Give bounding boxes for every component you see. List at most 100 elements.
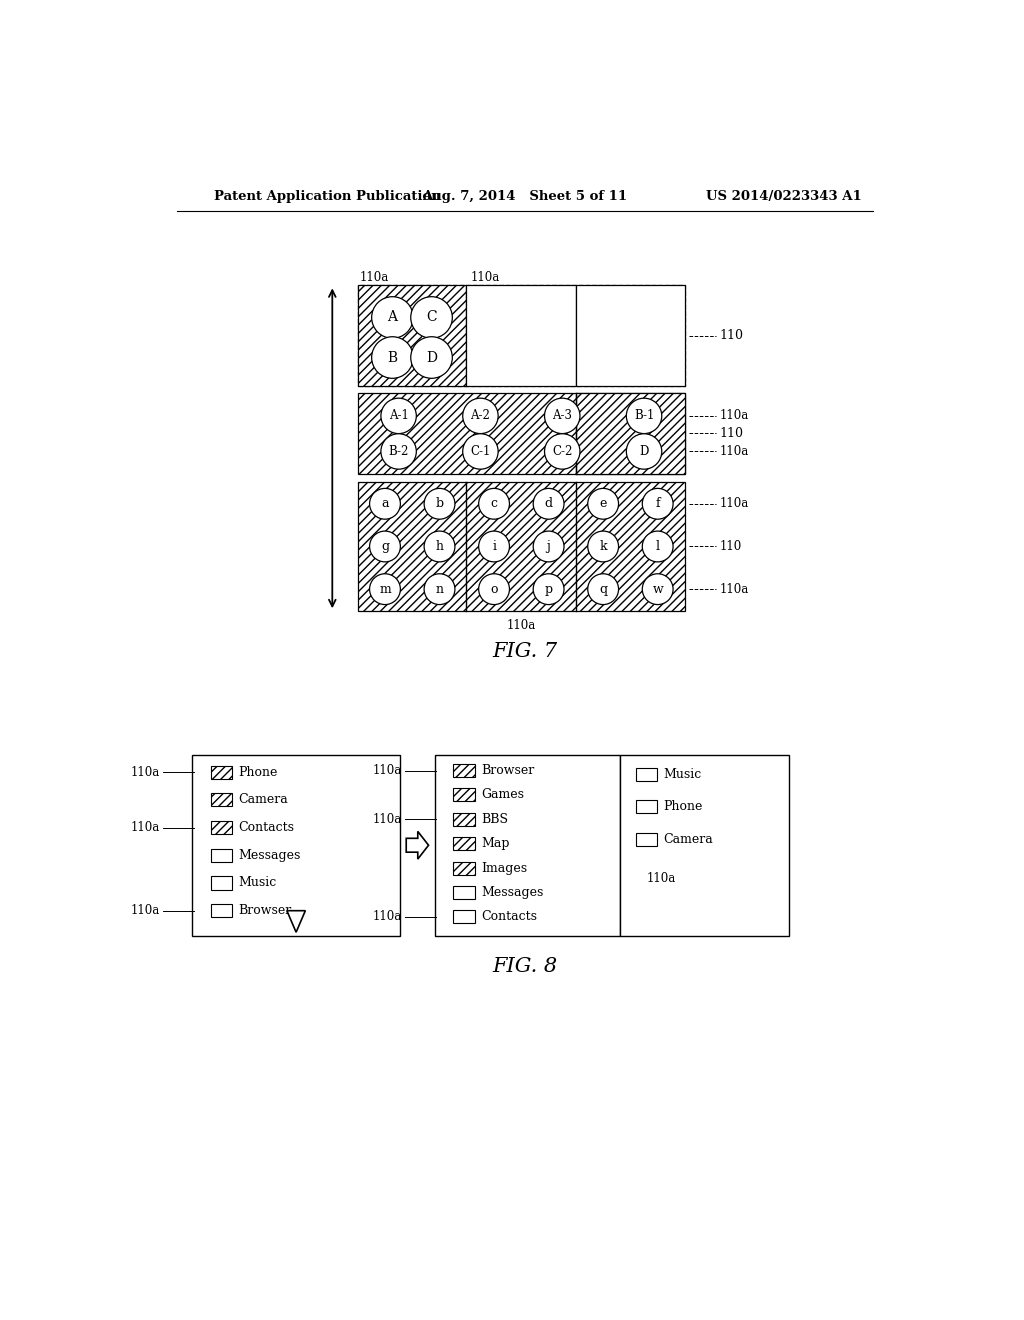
Text: FIG. 7: FIG. 7 [493, 642, 557, 661]
Circle shape [478, 574, 510, 605]
Bar [454, 886, 475, 899]
Text: g: g [381, 540, 389, 553]
Circle shape [642, 574, 673, 605]
Bar [575, 285, 685, 385]
Text: Phone: Phone [239, 766, 278, 779]
Text: Map: Map [481, 837, 509, 850]
Text: Camera: Camera [664, 833, 713, 846]
Text: Patent Application Publication: Patent Application Publication [214, 190, 440, 203]
Circle shape [370, 531, 400, 562]
Text: Images: Images [481, 862, 527, 875]
Circle shape [463, 434, 498, 469]
Text: Browser: Browser [239, 904, 292, 917]
Text: Messages: Messages [481, 886, 544, 899]
Text: p: p [545, 582, 553, 595]
Circle shape [588, 488, 618, 519]
Bar [454, 764, 475, 777]
Circle shape [424, 574, 455, 605]
Text: 110a: 110a [131, 766, 160, 779]
Text: Contacts: Contacts [481, 911, 537, 924]
Text: 110a: 110a [506, 619, 536, 631]
Text: Browser: Browser [481, 764, 535, 777]
Text: A-3: A-3 [552, 409, 572, 422]
Text: Camera: Camera [239, 793, 288, 807]
Circle shape [411, 337, 453, 379]
Bar [454, 862, 475, 875]
Text: c: c [490, 498, 498, 511]
Text: Phone: Phone [664, 800, 702, 813]
Text: D: D [426, 351, 437, 364]
Text: b: b [435, 498, 443, 511]
Text: 110a: 110a [359, 271, 388, 284]
Text: C-1: C-1 [470, 445, 490, 458]
Circle shape [534, 488, 564, 519]
Circle shape [370, 488, 400, 519]
Bar [193, 755, 400, 936]
Circle shape [642, 531, 673, 562]
Text: l: l [655, 540, 659, 553]
Text: 110a: 110a [720, 445, 749, 458]
Circle shape [627, 399, 662, 433]
Circle shape [424, 488, 455, 519]
Text: a: a [381, 498, 389, 511]
Bar [466, 285, 575, 385]
Circle shape [478, 488, 510, 519]
Bar [357, 285, 466, 385]
Bar [454, 911, 475, 924]
Bar [575, 393, 685, 474]
Circle shape [478, 531, 510, 562]
Bar [454, 788, 475, 801]
Bar [211, 793, 232, 807]
Circle shape [411, 297, 453, 338]
Circle shape [372, 337, 414, 379]
Circle shape [545, 434, 580, 469]
Circle shape [370, 574, 400, 605]
Text: 110: 110 [720, 426, 743, 440]
Bar [636, 768, 657, 781]
Text: 110: 110 [720, 329, 743, 342]
Bar [357, 482, 685, 611]
Circle shape [424, 531, 455, 562]
Text: A-2: A-2 [470, 409, 490, 422]
Text: h: h [435, 540, 443, 553]
Circle shape [588, 574, 618, 605]
Text: C-2: C-2 [552, 445, 572, 458]
Text: B: B [387, 351, 397, 364]
Text: 110a: 110a [646, 871, 676, 884]
Text: FIG. 8: FIG. 8 [493, 957, 557, 977]
Text: 110a: 110a [131, 821, 160, 834]
Bar [357, 285, 685, 385]
Circle shape [381, 399, 417, 433]
Text: A-1: A-1 [389, 409, 409, 422]
Bar [211, 904, 232, 917]
Text: Music: Music [239, 876, 276, 890]
Circle shape [534, 531, 564, 562]
Text: US 2014/0223343 A1: US 2014/0223343 A1 [707, 190, 862, 203]
Text: 110a: 110a [373, 764, 402, 777]
Circle shape [642, 488, 673, 519]
Bar [211, 766, 232, 779]
Text: i: i [493, 540, 496, 553]
Bar [454, 837, 475, 850]
Text: 110a: 110a [373, 813, 402, 826]
Text: k: k [599, 540, 607, 553]
Circle shape [627, 434, 662, 469]
Text: B-1: B-1 [634, 409, 654, 422]
Text: n: n [435, 582, 443, 595]
Circle shape [534, 574, 564, 605]
Text: 110: 110 [720, 540, 741, 553]
Text: A: A [387, 310, 397, 325]
Text: j: j [547, 540, 551, 553]
Bar [211, 876, 232, 890]
Text: Aug. 7, 2014   Sheet 5 of 11: Aug. 7, 2014 Sheet 5 of 11 [422, 190, 628, 203]
Bar [620, 755, 788, 936]
Circle shape [381, 434, 417, 469]
Bar [454, 813, 475, 826]
Circle shape [463, 399, 498, 433]
Text: 110a: 110a [470, 271, 500, 284]
Text: Contacts: Contacts [239, 821, 294, 834]
Text: 110a: 110a [720, 498, 749, 511]
Text: C: C [426, 310, 437, 325]
Bar [211, 821, 232, 834]
Circle shape [588, 531, 618, 562]
